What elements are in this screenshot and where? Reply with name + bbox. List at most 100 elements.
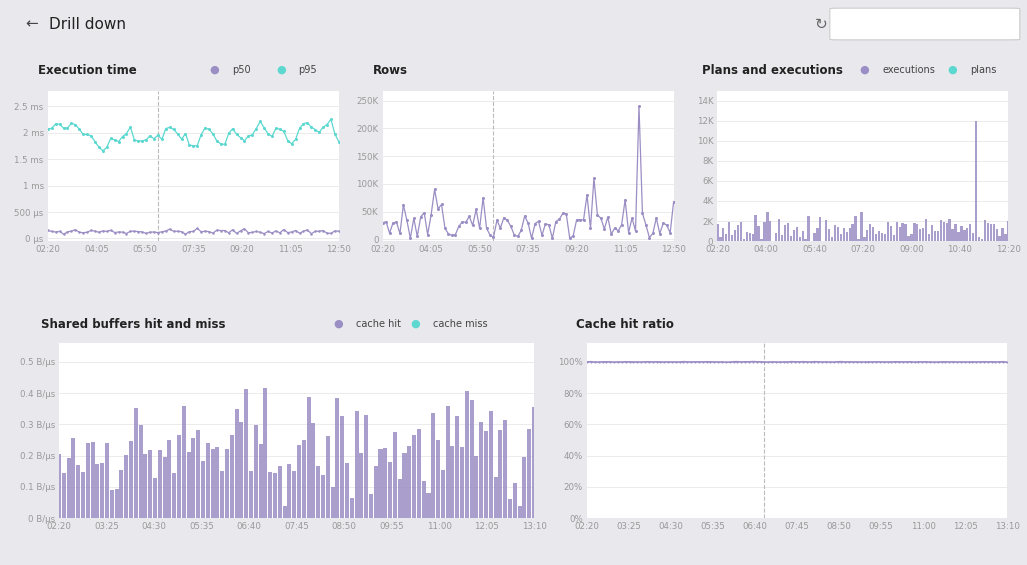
Bar [288,464,292,518]
Text: ⌄: ⌄ [989,18,999,31]
Bar [277,466,281,518]
Bar [739,222,743,241]
Bar [881,233,883,241]
Bar [494,476,498,518]
Bar [781,234,784,241]
Bar [831,237,833,241]
Bar [129,441,134,518]
Bar [446,406,450,518]
Text: Drill down: Drill down [49,16,126,32]
Bar [460,447,464,518]
Bar [316,466,320,518]
Bar [907,236,910,241]
Bar [153,477,157,518]
Bar [905,224,907,241]
Bar [799,237,801,241]
Bar [910,233,913,241]
Text: ←: ← [26,16,38,32]
Bar [216,447,220,518]
Bar [383,448,387,518]
Bar [766,212,768,241]
Bar [743,238,745,241]
Bar [451,446,455,518]
Bar [518,506,522,518]
Bar [455,416,459,518]
Bar [919,229,921,241]
Bar [866,231,869,241]
Bar [896,222,898,241]
Bar [417,429,421,518]
Bar [408,446,412,518]
Bar [995,229,998,241]
Bar [86,442,89,518]
Bar [878,231,880,241]
Bar [998,236,1000,241]
Bar [498,430,502,518]
Bar [828,229,830,241]
Bar [484,431,488,518]
Bar [937,231,939,241]
Text: Plans and executions: Plans and executions [701,64,842,77]
Bar [326,436,330,518]
Bar [426,493,430,518]
Bar [105,443,109,518]
Bar [807,216,809,241]
Bar [431,414,435,518]
Bar [177,435,181,518]
Bar [892,234,895,241]
Bar [886,222,889,241]
Bar [757,226,760,241]
Bar [345,463,349,518]
Text: ●: ● [276,64,286,75]
Bar [734,230,736,241]
Bar [987,223,989,241]
Bar [441,471,445,518]
Bar [946,223,948,241]
Bar [793,229,795,241]
Bar [503,420,507,518]
Bar [875,234,877,241]
Bar [872,227,874,241]
Text: executions: executions [882,64,936,75]
Bar [527,429,531,518]
Bar [148,450,152,518]
Bar [864,237,866,241]
Bar [62,472,66,518]
Bar [858,239,860,241]
Bar [930,225,934,241]
Bar [763,221,765,241]
Bar [760,239,763,241]
Bar [119,470,123,518]
Bar [474,457,479,518]
Bar [728,222,730,241]
Bar [187,453,191,518]
Bar [350,498,353,518]
Bar [943,223,945,241]
Bar [1001,228,1003,241]
Bar [848,228,850,241]
Bar [239,423,243,518]
Bar [331,486,335,518]
Bar [489,411,493,518]
Text: plans: plans [969,64,996,75]
Bar [784,225,787,241]
Bar [115,489,119,518]
Bar [869,224,872,241]
Bar [755,215,757,241]
Bar [67,458,71,518]
Bar [230,436,234,518]
Bar [775,233,777,241]
Bar [851,224,853,241]
Bar [916,224,918,241]
Text: cache hit: cache hit [356,319,402,329]
Bar [354,411,358,518]
Bar [273,473,277,518]
Bar [978,237,980,241]
Bar [1007,221,1010,241]
Bar [984,220,986,241]
Bar [972,233,975,241]
Bar [173,473,177,518]
Bar [736,225,739,241]
Bar [412,435,416,518]
Bar [306,397,310,518]
